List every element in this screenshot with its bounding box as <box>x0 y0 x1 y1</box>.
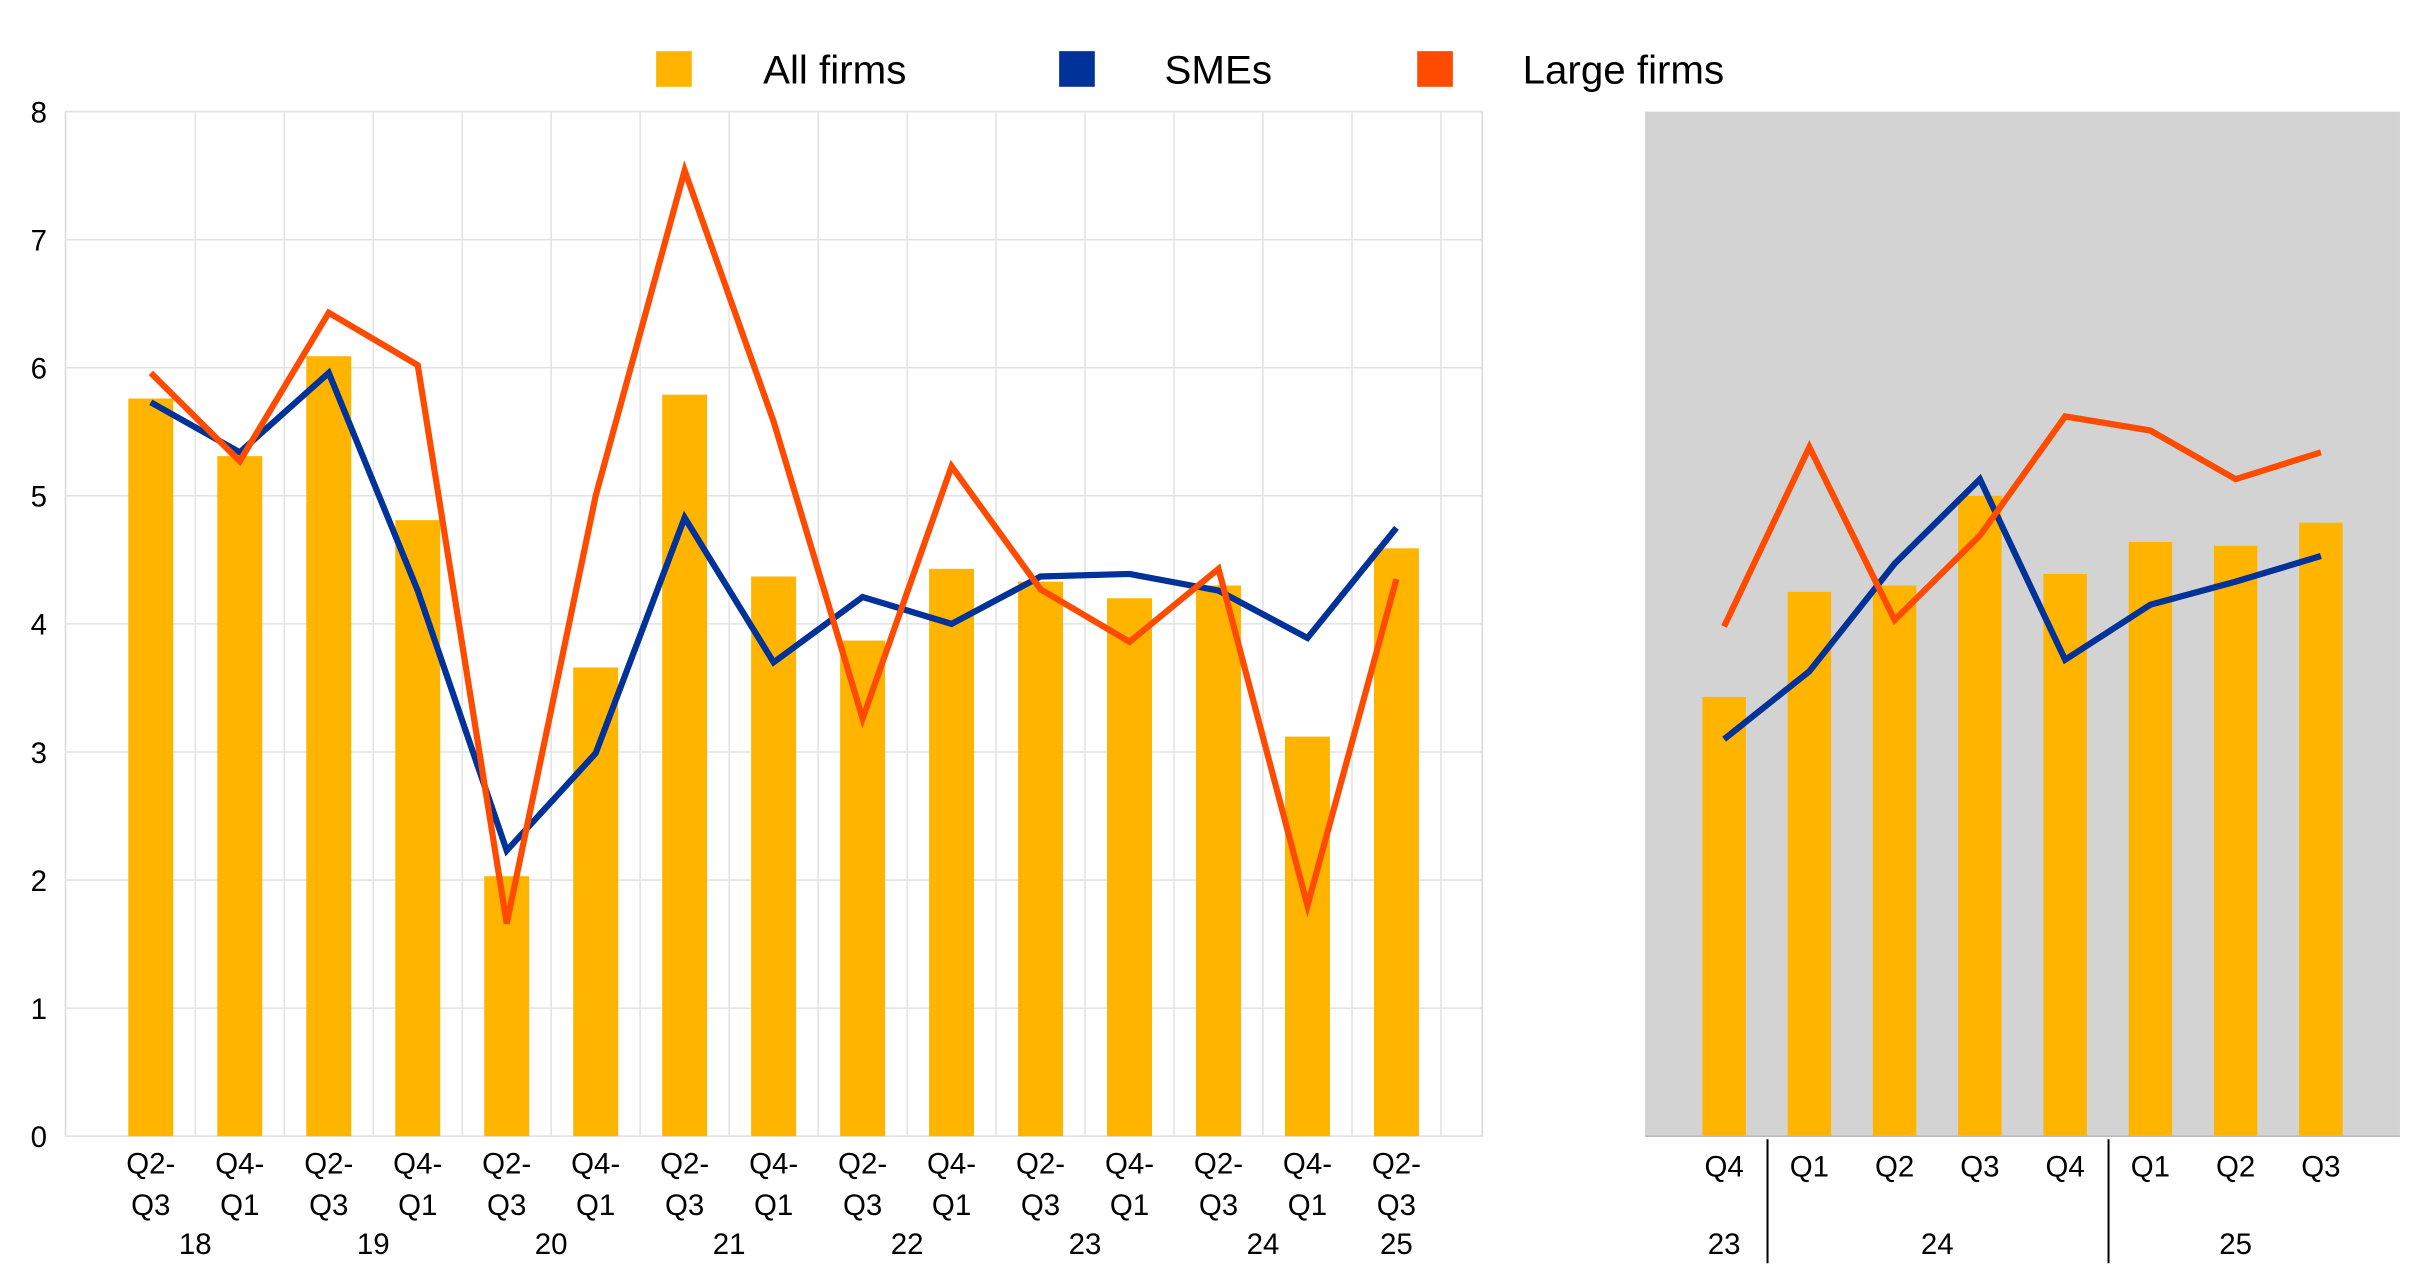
y-tick-label: 0 <box>31 1121 47 1154</box>
bar-5 <box>573 667 619 1137</box>
x-tick-label: Q2- <box>304 1147 353 1180</box>
bar-13 <box>1284 736 1330 1137</box>
legend-label-1: SMEs <box>1165 48 1272 93</box>
y-tick-label: 8 <box>31 96 47 129</box>
right-bar-5 <box>2128 541 2173 1137</box>
legend: All firms SMEs Large firms <box>656 48 1724 93</box>
x-tick-label: Q1 <box>220 1189 259 1222</box>
x-tick-label: Q1 <box>2131 1150 2170 1183</box>
x-year-label: 24 <box>1921 1228 1954 1261</box>
x-tick-label: Q2- <box>1372 1147 1421 1180</box>
x-tick-label: Q3 <box>131 1189 170 1222</box>
x-tick-label: Q3 <box>487 1189 526 1222</box>
x-year-label: 18 <box>179 1228 212 1261</box>
x-tick-label: Q3 <box>1021 1189 1060 1222</box>
right-bar-6 <box>2213 545 2258 1137</box>
y-tick-label: 3 <box>31 737 47 770</box>
x-tick-label: Q2- <box>126 1147 175 1180</box>
x-tick-label: Q4 <box>1704 1150 1743 1183</box>
x-year-label: 25 <box>2219 1228 2252 1261</box>
x-tick-label: Q3 <box>1960 1150 1999 1183</box>
x-year-label: 23 <box>1069 1228 1102 1261</box>
x-tick-label: Q4- <box>571 1147 620 1180</box>
bar-11 <box>1107 598 1152 1137</box>
x-tick-label: Q4- <box>1283 1147 1332 1180</box>
bar-9 <box>929 568 975 1137</box>
x-year-label: 25 <box>1380 1228 1413 1261</box>
right-line-smes <box>1722 473 2322 742</box>
legend-label-0: All firms <box>763 48 906 93</box>
legend-swatch-2 <box>1417 51 1453 87</box>
x-tick-label: Q4 <box>2045 1150 2084 1183</box>
legend-swatch-0 <box>656 51 692 87</box>
legend-swatch-1 <box>1059 51 1095 87</box>
bar-12 <box>1196 585 1241 1137</box>
x-tick-label: Q2- <box>660 1147 709 1180</box>
bar-0 <box>128 398 174 1137</box>
y-tick-label: 1 <box>31 993 47 1026</box>
legend-label-2: Large firms <box>1523 48 1725 93</box>
bar-2 <box>306 356 352 1137</box>
right-bar-3 <box>1958 495 2002 1137</box>
x-year-label: 23 <box>1708 1228 1741 1261</box>
bar-7 <box>751 576 797 1137</box>
right-bar-4 <box>2043 573 2087 1137</box>
right-chart: Q4 Q1 Q2 Q3 Q4 Q1 Q2 Q3 23 24 25 <box>1645 111 2400 1264</box>
x-year-label: 20 <box>535 1228 568 1261</box>
x-tick-label: Q3 <box>309 1189 348 1222</box>
x-tick-label: Q2 <box>1875 1150 1914 1183</box>
x-year-label: 19 <box>357 1228 390 1261</box>
bar-10 <box>1018 581 1064 1137</box>
x-tick-label: Q4- <box>1105 1147 1154 1180</box>
x-tick-label: Q4- <box>749 1147 798 1180</box>
bar-1 <box>217 456 263 1137</box>
x-tick-label: Q4- <box>927 1147 976 1180</box>
x-tick-label: Q2- <box>838 1147 887 1180</box>
plot-area-shaded <box>1645 111 2400 1137</box>
y-tick-label: 7 <box>31 225 47 258</box>
x-year-label: 22 <box>891 1228 924 1261</box>
x-tick-label: Q2 <box>2216 1150 2255 1183</box>
x-tick-label: Q1 <box>1790 1150 1829 1183</box>
x-tick-label: Q3 <box>1377 1189 1416 1222</box>
x-tick-label: Q1 <box>932 1189 971 1222</box>
x-tick-label: Q2- <box>482 1147 531 1180</box>
bar-6 <box>662 394 708 1137</box>
right-bar-0 <box>1702 696 1746 1137</box>
x-year-label: 24 <box>1247 1228 1280 1261</box>
y-tick-label: 6 <box>31 353 47 386</box>
x-tick-label: Q1 <box>1288 1189 1327 1222</box>
x-tick-label: Q2- <box>1194 1147 1243 1180</box>
right-line-large-firms <box>1721 413 2322 628</box>
y-tick-label: 5 <box>31 481 47 514</box>
x-tick-label: Q3 <box>1199 1189 1238 1222</box>
x-tick-label: Q4- <box>215 1147 264 1180</box>
x-year-label: 21 <box>713 1228 746 1261</box>
x-tick-label: Q1 <box>398 1189 437 1222</box>
x-tick-label: Q3 <box>843 1189 882 1222</box>
y-tick-label: 4 <box>31 609 47 642</box>
x-tick-label: Q4- <box>393 1147 442 1180</box>
x-tick-label: Q1 <box>576 1189 615 1222</box>
y-tick-label: 2 <box>31 865 47 898</box>
x-tick-label: Q3 <box>2301 1150 2340 1183</box>
right-bar-7 <box>2299 522 2343 1137</box>
right-bar-2 <box>1872 585 1917 1137</box>
x-tick-label: Q1 <box>1110 1189 1149 1222</box>
left-chart: 012345678Q2-Q318Q4-Q1Q2-Q319Q4-Q1Q2-Q320… <box>31 96 1484 1261</box>
x-tick-label: Q3 <box>665 1189 704 1222</box>
x-tick-label: Q1 <box>754 1189 793 1222</box>
bar-3 <box>395 520 441 1137</box>
bar-14 <box>1373 548 1419 1137</box>
x-tick-label: Q2- <box>1016 1147 1065 1180</box>
